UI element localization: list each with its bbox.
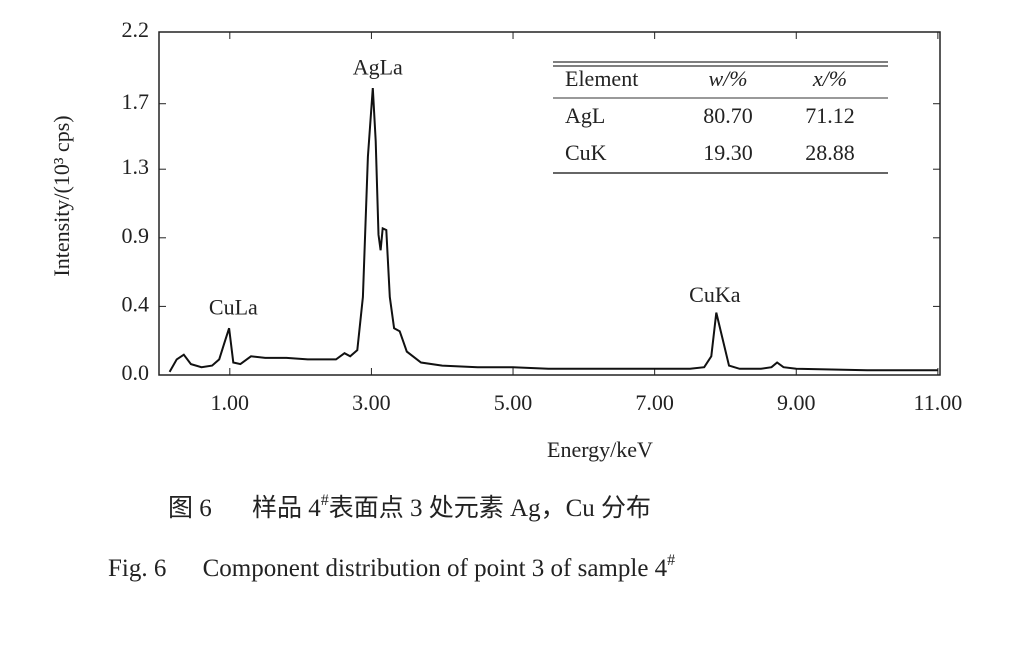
peak-label: CuLa: [209, 295, 258, 320]
y-tick-label: 2.2: [122, 17, 150, 42]
spectrum-line: [168, 88, 938, 373]
table-cell: 71.12: [805, 103, 855, 128]
x-tick-label: 5.00: [494, 390, 533, 415]
table-header: x/%: [812, 66, 847, 91]
table-cell: 28.88: [805, 140, 855, 165]
y-tick-label: 0.0: [122, 360, 150, 385]
caption-cn: 图 6 样品 4#表面点 3 处元素 Ag，Cu 分布: [168, 492, 651, 522]
plot-frame: [158, 31, 941, 376]
x-tick-label: 7.00: [635, 390, 674, 415]
x-tick-label: 11.00: [914, 390, 963, 415]
x-tick-label: 9.00: [777, 390, 816, 415]
table-header: w/%: [708, 66, 747, 91]
caption-label: Fig. 6: [108, 555, 166, 582]
y-tick-label: 1.3: [122, 154, 150, 179]
caption-text: Component distribution of point 3 of sam…: [203, 555, 668, 582]
table-cell: CuK: [565, 140, 607, 165]
table-header: Element: [565, 66, 638, 91]
x-axis-label: Energy/keV: [547, 437, 653, 462]
y-tick-label: 0.9: [122, 223, 150, 248]
y-axis-label: Intensity/(10³ cps): [49, 115, 74, 276]
caption-label: 图 6: [168, 495, 212, 522]
table-cell: 19.30: [703, 140, 753, 165]
peak-label: AgLa: [353, 54, 403, 79]
peak-label: CuKa: [689, 282, 741, 307]
y-tick-label: 0.4: [122, 291, 150, 316]
table-cell: 80.70: [703, 103, 753, 128]
caption-en: Fig. 6 Component distribution of point 3…: [108, 552, 675, 582]
caption-sup: #: [321, 492, 329, 509]
y-tick-label: 1.7: [122, 89, 150, 114]
caption-text: 表面点 3 处元素 Ag，Cu 分布: [329, 494, 651, 522]
caption-sup: #: [667, 552, 675, 569]
x-tick-label: 3.00: [352, 390, 391, 415]
table-cell: AgL: [565, 103, 605, 128]
caption-text: 样品 4: [252, 494, 321, 522]
x-tick-label: 1.00: [211, 390, 250, 415]
